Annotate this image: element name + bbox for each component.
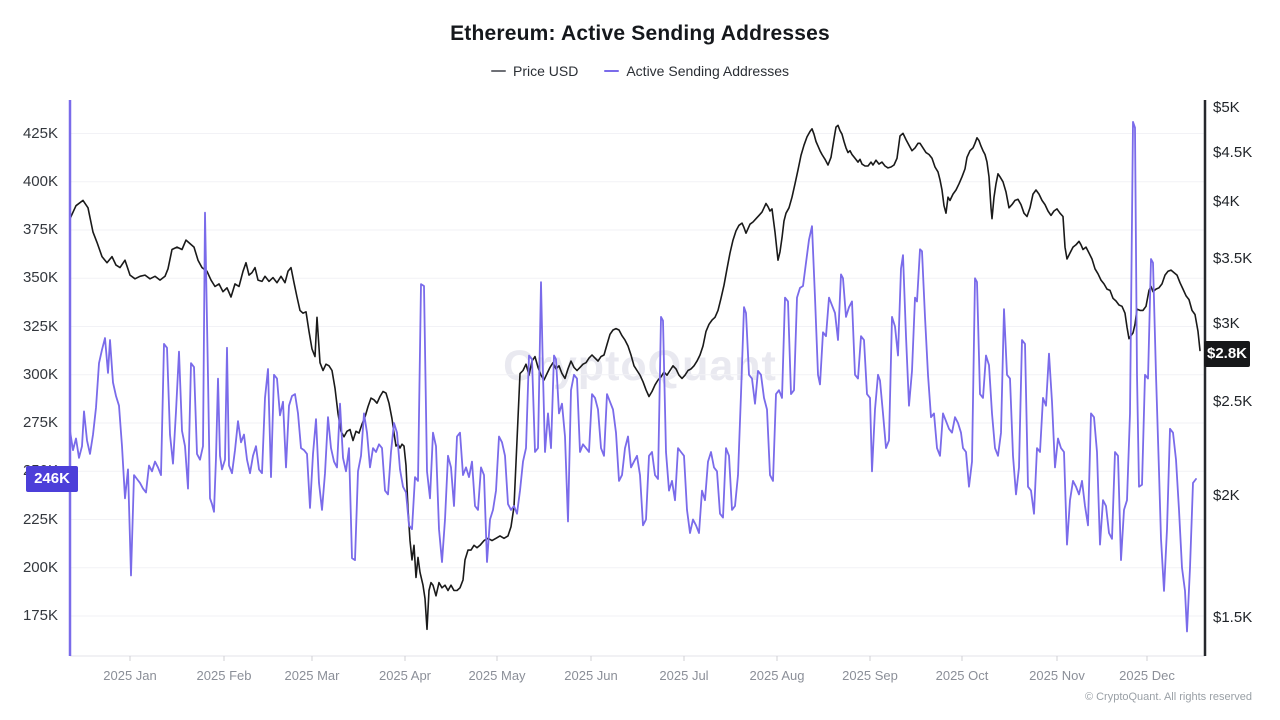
right-axis-tick-label: $5K xyxy=(1213,99,1240,116)
right-axis-tick-label: $2.5K xyxy=(1213,392,1253,410)
right-axis-tick-label: $2K xyxy=(1213,486,1240,504)
right-axis-tick-label: $4.5K xyxy=(1213,143,1253,161)
right-axis-tick-label: $3K xyxy=(1213,315,1240,333)
left-axis-tick-label: 175K xyxy=(22,607,58,625)
right-axis-tick-label: $4K xyxy=(1213,193,1240,211)
right-axis-tick-label: $1.5K xyxy=(1213,608,1253,626)
x-axis-month-label: 2025 Nov xyxy=(1029,668,1085,683)
x-axis-month-label: 2025 Feb xyxy=(196,668,252,683)
addresses-current-value-badge: 246K xyxy=(26,466,78,492)
x-axis-month-label: 2025 Apr xyxy=(378,668,432,683)
left-axis-tick-label: 375K xyxy=(22,221,58,239)
left-axis-tick-label: 300K xyxy=(22,365,58,383)
price-line-marker-icon xyxy=(490,70,506,72)
series-line-price xyxy=(69,124,1201,631)
legend-item-active-sending-addresses[interactable]: Active Sending Addresses xyxy=(604,63,789,79)
left-axis-tick-label: 325K xyxy=(22,317,58,335)
addresses-line-marker-icon xyxy=(604,70,620,72)
left-axis-tick-label: 200K xyxy=(22,558,58,576)
x-axis-month-label: 2025 Mar xyxy=(284,668,340,683)
legend-label-active-sending-addresses: Active Sending Addresses xyxy=(626,63,789,79)
legend-label-price-usd: Price USD xyxy=(512,63,579,79)
price-current-value-badge: $2.8K xyxy=(1204,340,1250,367)
cryptoquant-watermark: CryptoQuant xyxy=(503,342,777,390)
legend-item-price-usd[interactable]: Price USD xyxy=(490,63,579,79)
left-axis-tick-label: 350K xyxy=(22,269,58,287)
x-axis-month-label: 2025 Dec xyxy=(1119,668,1175,683)
right-axis-tick-label: $3.5K xyxy=(1213,250,1253,268)
x-axis-month-label: 2025 Jul xyxy=(659,668,709,683)
x-axis-month-label: 2025 May xyxy=(468,668,526,683)
left-axis-tick-label: 425K xyxy=(22,124,58,142)
chart-legend: Price USD Active Sending Addresses xyxy=(0,63,1280,79)
x-axis-month-label: 2025 Oct xyxy=(935,668,989,683)
page-title: Ethereum: Active Sending Addresses xyxy=(450,22,830,45)
x-axis-month-label: 2025 Aug xyxy=(749,668,805,683)
left-axis-tick-label: 225K xyxy=(22,510,58,528)
x-axis-month-label: 2025 Sep xyxy=(842,668,898,683)
copyright-footer: © CryptoQuant. All rights reserved xyxy=(1084,691,1252,703)
left-axis-tick-label: 400K xyxy=(22,172,58,190)
x-axis-month-label: 2025 Jan xyxy=(103,668,157,683)
left-axis-tick-label: 275K xyxy=(22,414,58,432)
series-line-addresses xyxy=(69,121,1197,633)
x-axis-month-label: 2025 Jun xyxy=(564,668,618,683)
